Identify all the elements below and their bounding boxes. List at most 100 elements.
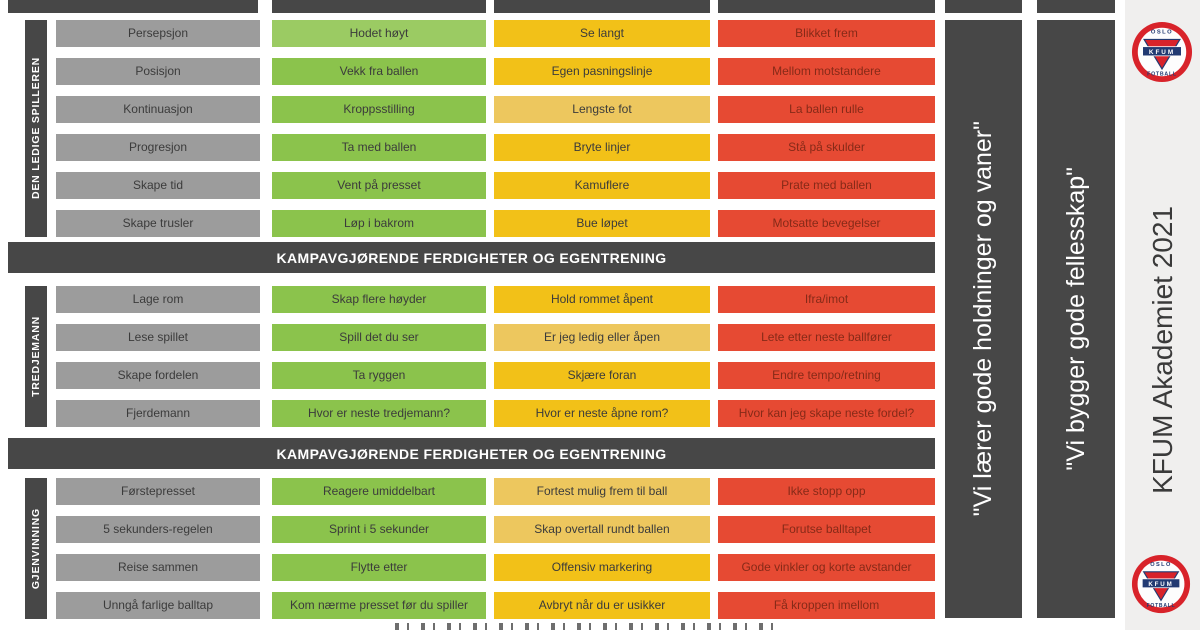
cell-red: Endre tempo/retning [718, 362, 935, 389]
cell-green: Løp i bakrom [272, 210, 486, 237]
cell-yellow: Hold rommet åpent [494, 286, 710, 313]
column-header-bar [272, 0, 486, 13]
banner-kampavgjorende: KAMPAVGJØRENDE FERDIGHETER OG EGENTRENIN… [8, 242, 935, 273]
cell-green: Reagere umiddelbart [272, 478, 486, 505]
sidebar-title-wrap: KFUM Akademiet 2021 [1125, 150, 1200, 550]
cell-green: Kroppsstilling [272, 96, 486, 123]
logo-text-fotball: FOTBALL [1147, 72, 1177, 78]
cell-topic: Reise sammen [56, 554, 260, 581]
cell-yellow: Se langt [494, 20, 710, 47]
cell-topic: 5 sekunders-regelen [56, 516, 260, 543]
column-header-bar [8, 0, 258, 13]
cell-red: Prate med ballen [718, 172, 935, 199]
cell-red: Stå på skulder [718, 134, 935, 161]
cell-yellow: Skap overtall rundt ballen [494, 516, 710, 543]
cell-topic: Persepsjon [56, 20, 260, 47]
cell-yellow: Egen pasningslinje [494, 58, 710, 85]
cell-yellow: Bryte linjer [494, 134, 710, 161]
cell-red: Gode vinkler og korte avstander [718, 554, 935, 581]
logo-text-kfum: KFUM [1148, 581, 1173, 588]
column-header-bar [718, 0, 935, 13]
cell-green: Kom nærme presset før du spiller [272, 592, 486, 619]
cell-yellow: Bue løpet [494, 210, 710, 237]
cell-yellow: Hvor er neste åpne rom? [494, 400, 710, 427]
column-header-bar [494, 0, 710, 13]
cell-topic: Kontinuasjon [56, 96, 260, 123]
cell-topic: Posisjon [56, 58, 260, 85]
cell-green: Ta med ballen [272, 134, 486, 161]
cell-red: Motsatte bevegelser [718, 210, 935, 237]
cell-yellow: Lengste fot [494, 96, 710, 123]
matrix-row: Kontinuasjon Kroppsstilling Lengste fot … [8, 96, 935, 123]
quote-bar-holdninger: "Vi lærer gode holdninger og vaner" [945, 20, 1022, 618]
section-den-ledige-spilleren: Persepsjon Hodet høyt Se langt Blikket f… [8, 20, 935, 237]
cell-topic: Progresjon [56, 134, 260, 161]
section-label-den-ledige-spilleren: DEN LEDIGE SPILLEREN [25, 20, 47, 237]
kfum-logo-bottom: OSLO KFUM FOTBALL [1131, 554, 1191, 619]
cell-topic: Skape fordelen [56, 362, 260, 389]
section-tredjemann: Lage rom Skap flere høyder Hold rommet å… [8, 286, 935, 427]
matrix-row: Unngå farlige balltap Kom nærme presset … [8, 592, 935, 619]
cell-green: Vekk fra ballen [272, 58, 486, 85]
matrix-row: Lese spillet Spill det du ser Er jeg led… [8, 324, 935, 351]
cell-yellow: Skjære foran [494, 362, 710, 389]
cell-red: Hvor kan jeg skape neste fordel? [718, 400, 935, 427]
cell-green: Spill det du ser [272, 324, 486, 351]
quote-bar-fellesskap: "Vi bygger gode fellesskap" [1037, 20, 1115, 618]
cell-green: Sprint i 5 sekunder [272, 516, 486, 543]
sidebar: OSLO KFUM FOTBALL KFUM Akademiet 2021 OS… [1125, 0, 1200, 630]
cell-red: Få kroppen imellom [718, 592, 935, 619]
section-label-tredjemann: TREDJEMANN [25, 286, 47, 427]
cell-green: Skap flere høyder [272, 286, 486, 313]
cell-topic: Skape tid [56, 172, 260, 199]
cell-red: Blikket frem [718, 20, 935, 47]
cell-green: Hodet høyt [272, 20, 486, 47]
matrix-row: Reise sammen Flytte etter Offensiv marke… [8, 554, 935, 581]
cell-red: Ikke stopp opp [718, 478, 935, 505]
matrix-row: Fjerdemann Hvor er neste tredjemann? Hvo… [8, 400, 935, 427]
cell-yellow: Kamuflere [494, 172, 710, 199]
cell-green: Ta ryggen [272, 362, 486, 389]
quote-text: "Vi bygger gode fellesskap" [1061, 167, 1090, 471]
sidebar-title: KFUM Akademiet 2021 [1146, 206, 1178, 494]
matrix-row: Skape fordelen Ta ryggen Skjære foran En… [8, 362, 935, 389]
cell-topic: Fjerdemann [56, 400, 260, 427]
kfum-crest-icon: OSLO KFUM FOTBALL [1131, 554, 1191, 614]
logo-text-oslo: OSLO [1150, 562, 1172, 568]
cell-yellow: Offensiv markering [494, 554, 710, 581]
cell-red: Lete etter neste ballfører [718, 324, 935, 351]
cell-topic: Skape trusler [56, 210, 260, 237]
kfum-crest-icon: OSLO KFUM FOTBALL [1131, 21, 1193, 83]
cell-topic: Førstepresset [56, 478, 260, 505]
cell-red: Forutse balltapet [718, 516, 935, 543]
matrix-row: Progresjon Ta med ballen Bryte linjer St… [8, 134, 935, 161]
cell-green: Flytte etter [272, 554, 486, 581]
kfum-logo-top: OSLO KFUM FOTBALL [1131, 21, 1193, 88]
cell-green: Hvor er neste tredjemann? [272, 400, 486, 427]
cell-red: Ifra/imot [718, 286, 935, 313]
cell-green: Vent på presset [272, 172, 486, 199]
cell-yellow: Er jeg ledig eller åpen [494, 324, 710, 351]
matrix-row: Skape tid Vent på presset Kamuflere Prat… [8, 172, 935, 199]
banner-kampavgjorende: KAMPAVGJØRENDE FERDIGHETER OG EGENTRENIN… [8, 438, 935, 469]
cell-yellow: Fortest mulig frem til ball [494, 478, 710, 505]
section-label-gjenvinning: GJENVINNING [25, 478, 47, 619]
cell-red: La ballen rulle [718, 96, 935, 123]
column-header-bar [1037, 0, 1115, 13]
matrix-row: Persepsjon Hodet høyt Se langt Blikket f… [8, 20, 935, 47]
matrix-row: Posisjon Vekk fra ballen Egen pasningsli… [8, 58, 935, 85]
cutoff-text-remnant [395, 623, 780, 630]
logo-text-fotball: FOTBALL [1147, 603, 1176, 609]
logo-text-oslo: OSLO [1151, 30, 1173, 36]
cell-topic: Lese spillet [56, 324, 260, 351]
cell-yellow: Avbryt når du er usikker [494, 592, 710, 619]
section-gjenvinning: Førstepresset Reagere umiddelbart Fortes… [8, 478, 935, 619]
logo-text-kfum: KFUM [1149, 49, 1175, 56]
column-header-bar [945, 0, 1022, 13]
cell-red: Mellom motstandere [718, 58, 935, 85]
matrix-row: Skape trusler Løp i bakrom Bue løpet Mot… [8, 210, 935, 237]
cell-topic: Unngå farlige balltap [56, 592, 260, 619]
matrix-row: Førstepresset Reagere umiddelbart Fortes… [8, 478, 935, 505]
matrix-row: Lage rom Skap flere høyder Hold rommet å… [8, 286, 935, 313]
